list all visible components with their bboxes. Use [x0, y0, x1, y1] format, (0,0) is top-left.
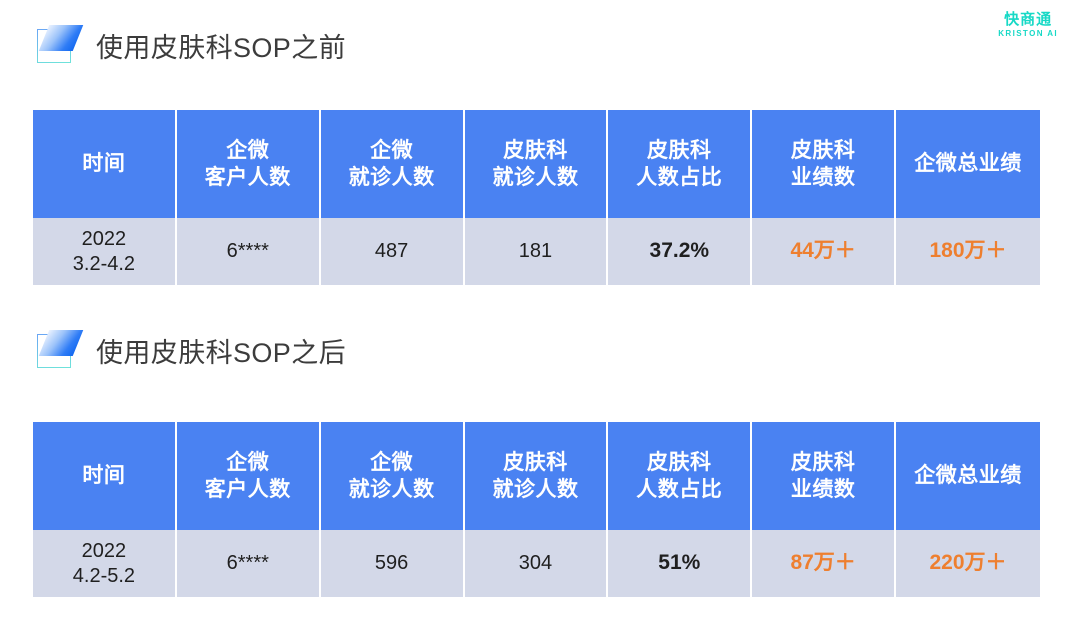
brand-name-cn: 快商通	[1004, 11, 1053, 28]
col-header-line1: 企微	[226, 450, 270, 474]
col-header-derm-revenue: 皮肤科 业绩数	[752, 110, 897, 218]
col-header-line2: 就诊人数	[492, 166, 579, 189]
cell-qw-customers: 6****	[176, 218, 321, 285]
col-header-line2: 就诊人数	[348, 478, 435, 501]
col-header-derm-revenue: 皮肤科 业绩数	[752, 422, 897, 530]
col-header-line2: 客户人数	[204, 478, 291, 501]
col-header-derm-ratio: 皮肤科 人数占比	[608, 422, 753, 530]
cell-derm-visits: 181	[464, 218, 609, 285]
cell-qw-visits: 487	[320, 218, 465, 285]
table-header-after: 时间 企微 客户人数 企微 就诊人数 皮肤科 就诊人数	[33, 422, 1040, 530]
section-after: 使用皮肤科SOP之后	[0, 327, 1080, 373]
table-header-before: 时间 企微 客户人数 企微 就诊人数 皮肤科 就诊人数	[33, 110, 1040, 218]
cell-derm-ratio: 37.2%	[608, 218, 753, 285]
cell-derm-ratio: 51%	[608, 530, 753, 597]
table-body-after: 2022 4.2-5.2 6**** 596 304 51% 87万＋ 220万…	[33, 530, 1040, 597]
section-before: 使用皮肤科SOP之前	[0, 22, 1080, 68]
page-title-after: 使用皮肤科SOP之后	[96, 337, 347, 368]
col-header-line1: 皮肤科	[503, 450, 568, 474]
col-header-line1: 企微	[370, 450, 414, 474]
col-header-line1: 企微	[370, 138, 414, 162]
cell-derm-revenue: 44万＋	[752, 218, 897, 285]
col-header-line2: 客户人数	[204, 166, 291, 189]
blue-parallelogram-icon	[36, 23, 84, 67]
col-header-time: 时间	[33, 110, 177, 218]
cell-qw-customers: 6****	[176, 530, 321, 597]
col-header-line1: 企微总业绩	[914, 152, 1022, 176]
col-header-line2: 业绩数	[790, 478, 856, 501]
col-header-line2: 人数占比	[636, 478, 723, 501]
col-header-line2: 业绩数	[790, 166, 856, 189]
cell-period-year: 2022	[81, 227, 127, 250]
page-title-before: 使用皮肤科SOP之前	[96, 32, 347, 63]
cell-period-range: 4.2-5.2	[72, 564, 136, 587]
col-header-line1: 时间	[82, 152, 126, 176]
col-header-derm-visits: 皮肤科 就诊人数	[464, 422, 609, 530]
cell-derm-visits: 304	[464, 530, 609, 597]
table-row: 2022 3.2-4.2 6**** 487 181 37.2% 44万＋ 18…	[33, 218, 1040, 285]
cell-derm-revenue: 87万＋	[752, 530, 897, 597]
kpi-table-before: 时间 企微 客户人数 企微 就诊人数 皮肤科 就诊人数	[33, 110, 1040, 285]
col-header-derm-visits: 皮肤科 就诊人数	[464, 110, 609, 218]
col-header-qw-total-revenue: 企微总业绩	[896, 422, 1040, 530]
col-header-line1: 时间	[82, 464, 126, 488]
col-header-line2: 人数占比	[636, 166, 723, 189]
cell-qw-total-revenue: 220万＋	[896, 530, 1040, 597]
col-header-line2: 就诊人数	[492, 478, 579, 501]
table-before: 时间 企微 客户人数 企微 就诊人数 皮肤科 就诊人数	[33, 110, 1040, 285]
cell-period-range: 3.2-4.2	[72, 252, 136, 275]
col-header-time: 时间	[33, 422, 177, 530]
col-header-line1: 皮肤科	[790, 138, 856, 162]
col-header-qw-customers: 企微 客户人数	[176, 422, 321, 530]
col-header-line1: 皮肤科	[503, 138, 568, 162]
cell-period: 2022 4.2-5.2	[33, 530, 177, 597]
table-after: 时间 企微 客户人数 企微 就诊人数 皮肤科 就诊人数	[33, 422, 1040, 597]
table-header-row: 时间 企微 客户人数 企微 就诊人数 皮肤科 就诊人数	[33, 422, 1040, 530]
kpi-table-after: 时间 企微 客户人数 企微 就诊人数 皮肤科 就诊人数	[33, 422, 1040, 597]
col-header-line1: 皮肤科	[647, 450, 712, 474]
table-body-before: 2022 3.2-4.2 6**** 487 181 37.2% 44万＋ 18…	[33, 218, 1040, 285]
section-after-heading: 使用皮肤科SOP之后	[0, 327, 1080, 373]
brand-logo: 快商通 KRISTON AI	[998, 12, 1058, 38]
blue-parallelogram-icon	[36, 328, 84, 372]
col-header-line1: 皮肤科	[790, 450, 856, 474]
col-header-line1: 皮肤科	[647, 138, 712, 162]
col-header-qw-visits: 企微 就诊人数	[320, 110, 465, 218]
cell-qw-total-revenue: 180万＋	[896, 218, 1040, 285]
table-row: 2022 4.2-5.2 6**** 596 304 51% 87万＋ 220万…	[33, 530, 1040, 597]
col-header-qw-visits: 企微 就诊人数	[320, 422, 465, 530]
table-header-row: 时间 企微 客户人数 企微 就诊人数 皮肤科 就诊人数	[33, 110, 1040, 218]
col-header-qw-total-revenue: 企微总业绩	[896, 110, 1040, 218]
section-before-heading: 使用皮肤科SOP之前	[0, 22, 1080, 68]
col-header-line1: 企微	[226, 138, 270, 162]
col-header-qw-customers: 企微 客户人数	[176, 110, 321, 218]
cell-period-year: 2022	[81, 539, 127, 562]
col-header-line1: 企微总业绩	[914, 464, 1022, 488]
brand-name-en: KRISTON AI	[998, 29, 1058, 38]
cell-qw-visits: 596	[320, 530, 465, 597]
col-header-line2: 就诊人数	[348, 166, 435, 189]
cell-period: 2022 3.2-4.2	[33, 218, 177, 285]
col-header-derm-ratio: 皮肤科 人数占比	[608, 110, 753, 218]
